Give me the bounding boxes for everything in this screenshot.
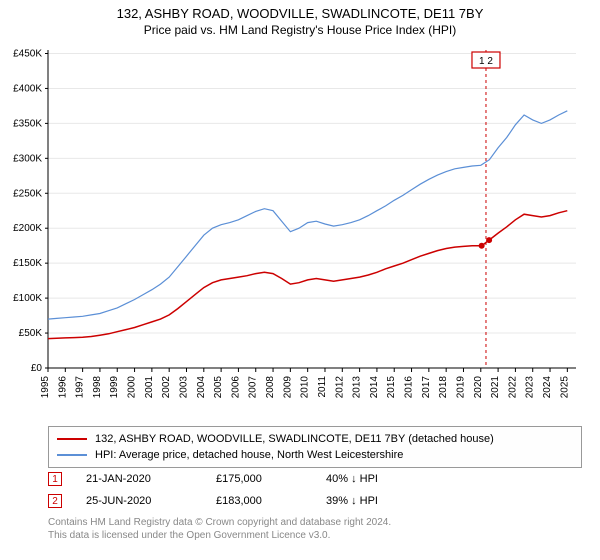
line-chart: £0£50K£100K£150K£200K£250K£300K£350K£400… bbox=[48, 44, 582, 414]
x-tick-label: 2024 bbox=[542, 376, 553, 399]
x-tick-label: 2010 bbox=[300, 376, 311, 399]
footer-line2: This data is licensed under the Open Gov… bbox=[48, 529, 582, 542]
x-tick-label: 2022 bbox=[507, 376, 518, 399]
y-tick-label: £0 bbox=[31, 363, 43, 374]
x-tick-label: 2008 bbox=[265, 376, 276, 399]
x-tick-label: 2007 bbox=[248, 376, 259, 399]
legend-swatch bbox=[57, 454, 87, 456]
y-tick-label: £200K bbox=[13, 223, 42, 234]
series-property bbox=[48, 211, 567, 339]
marker-date: 25-JUN-2020 bbox=[86, 495, 216, 507]
y-tick-label: £50K bbox=[19, 328, 43, 339]
y-tick-label: £450K bbox=[13, 48, 42, 59]
x-tick-label: 2020 bbox=[473, 376, 484, 399]
marker-badge-top-label: 1 2 bbox=[479, 56, 493, 67]
marker-pct: 39% ↓ HPI bbox=[326, 495, 446, 507]
legend-swatch bbox=[57, 438, 87, 440]
marker-price: £175,000 bbox=[216, 473, 326, 485]
x-tick-label: 1998 bbox=[92, 376, 103, 399]
footer-line1: Contains HM Land Registry data © Crown c… bbox=[48, 516, 582, 529]
legend: 132, ASHBY ROAD, WOODVILLE, SWADLINCOTE,… bbox=[48, 426, 582, 468]
x-tick-label: 2001 bbox=[144, 376, 155, 399]
y-tick-label: £250K bbox=[13, 188, 42, 199]
y-tick-label: £100K bbox=[13, 293, 42, 304]
x-tick-label: 2009 bbox=[282, 376, 293, 399]
y-tick-label: £350K bbox=[13, 118, 42, 129]
marker-price: £183,000 bbox=[216, 495, 326, 507]
x-tick-label: 2000 bbox=[127, 376, 138, 399]
x-tick-label: 2011 bbox=[317, 376, 328, 398]
y-tick-label: £400K bbox=[13, 83, 42, 94]
series-hpi bbox=[48, 111, 567, 319]
sale-marker-point bbox=[486, 237, 492, 243]
x-tick-label: 2004 bbox=[196, 376, 207, 399]
x-tick-label: 1997 bbox=[75, 376, 86, 399]
x-tick-label: 2015 bbox=[386, 376, 397, 399]
marker-date: 21-JAN-2020 bbox=[86, 473, 216, 485]
title-block: 132, ASHBY ROAD, WOODVILLE, SWADLINCOTE,… bbox=[0, 0, 600, 37]
x-tick-label: 2023 bbox=[525, 376, 536, 399]
x-tick-label: 2013 bbox=[352, 376, 363, 399]
y-tick-label: £150K bbox=[13, 258, 42, 269]
title-main: 132, ASHBY ROAD, WOODVILLE, SWADLINCOTE,… bbox=[0, 6, 600, 21]
x-tick-label: 2002 bbox=[161, 376, 172, 399]
marker-row: 2 25-JUN-2020£183,00039% ↓ HPI bbox=[48, 490, 582, 512]
chart-container: 132, ASHBY ROAD, WOODVILLE, SWADLINCOTE,… bbox=[0, 0, 600, 560]
x-tick-label: 1995 bbox=[40, 376, 51, 399]
y-tick-label: £300K bbox=[13, 153, 42, 164]
x-tick-label: 2005 bbox=[213, 376, 224, 399]
sale-marker-point bbox=[479, 243, 485, 249]
x-tick-label: 2017 bbox=[421, 376, 432, 399]
x-tick-label: 2018 bbox=[438, 376, 449, 399]
legend-row: HPI: Average price, detached house, Nort… bbox=[57, 447, 573, 463]
x-tick-label: 1996 bbox=[57, 376, 68, 399]
x-tick-label: 2019 bbox=[455, 376, 466, 399]
x-tick-label: 2014 bbox=[369, 376, 380, 399]
legend-label: HPI: Average price, detached house, Nort… bbox=[95, 449, 403, 461]
x-tick-label: 2016 bbox=[404, 376, 415, 399]
title-sub: Price paid vs. HM Land Registry's House … bbox=[0, 23, 600, 37]
x-tick-label: 2025 bbox=[559, 376, 570, 399]
marker-badge: 1 bbox=[48, 472, 62, 486]
marker-table: 1 21-JAN-2020£175,00040% ↓ HPI 2 25-JUN-202… bbox=[48, 468, 582, 512]
footer: Contains HM Land Registry data © Crown c… bbox=[48, 516, 582, 542]
x-tick-label: 2006 bbox=[230, 376, 241, 399]
x-tick-label: 2003 bbox=[178, 376, 189, 399]
x-tick-label: 1999 bbox=[109, 376, 120, 399]
marker-badge: 2 bbox=[48, 494, 62, 508]
legend-label: 132, ASHBY ROAD, WOODVILLE, SWADLINCOTE,… bbox=[95, 433, 494, 445]
marker-row: 1 21-JAN-2020£175,00040% ↓ HPI bbox=[48, 468, 582, 490]
marker-pct: 40% ↓ HPI bbox=[326, 473, 446, 485]
x-tick-label: 2012 bbox=[334, 376, 345, 399]
x-tick-label: 2021 bbox=[490, 376, 501, 399]
legend-row: 132, ASHBY ROAD, WOODVILLE, SWADLINCOTE,… bbox=[57, 431, 573, 447]
